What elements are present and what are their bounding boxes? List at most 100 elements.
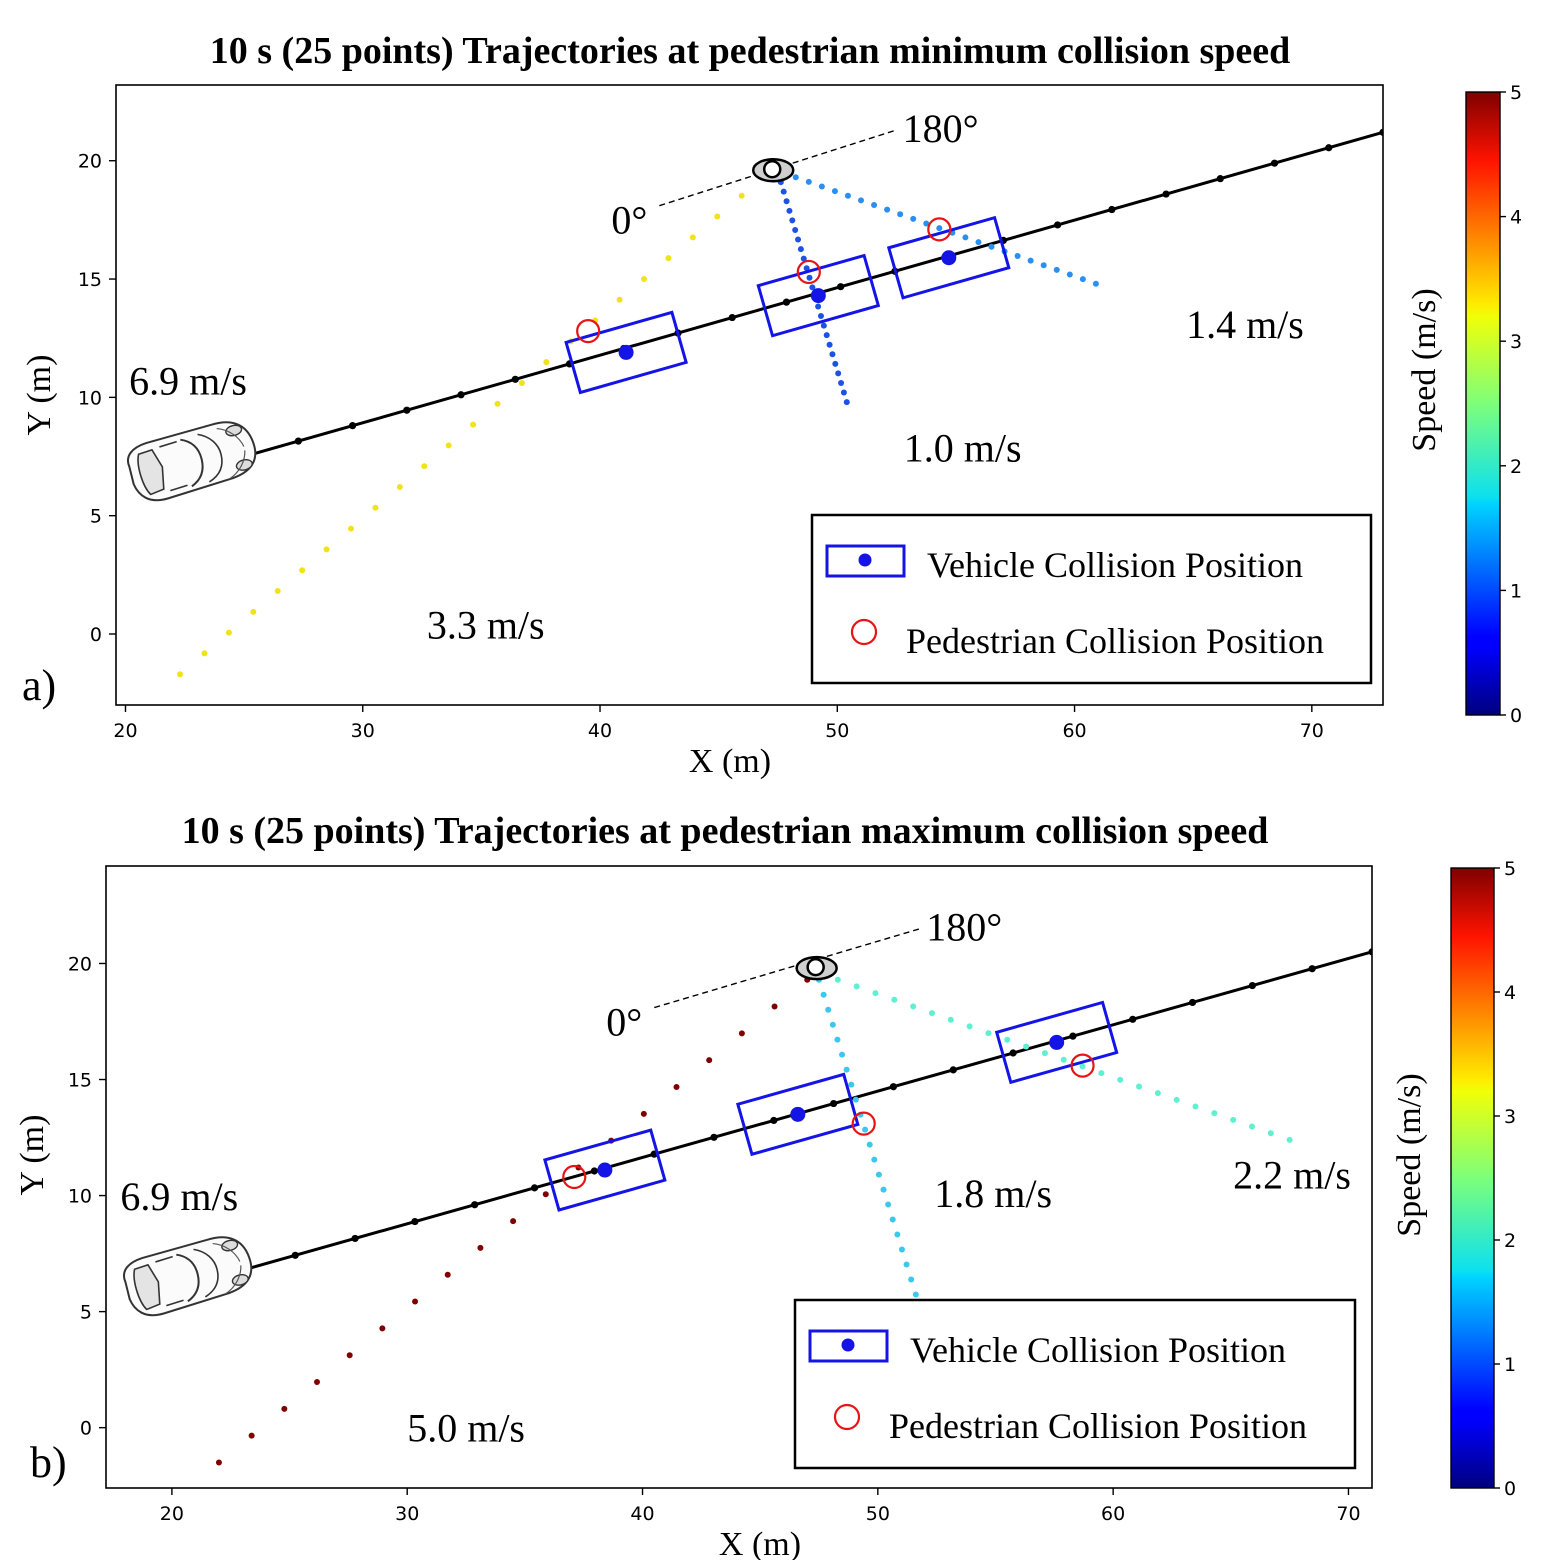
pedestrian-trajectory-point xyxy=(783,198,790,205)
colorbar-tick-label: 4 xyxy=(1504,982,1516,1004)
legend-vehicle-label: Vehicle Collision Position xyxy=(910,1330,1286,1370)
vehicle-point xyxy=(830,1099,838,1108)
x-tick-label: 40 xyxy=(630,1503,654,1525)
pedestrian-trajectory-point xyxy=(1041,1050,1048,1057)
vehicle-point xyxy=(1129,1015,1137,1023)
legend-pedestrian-label: Pedestrian Collision Position xyxy=(889,1406,1307,1446)
colorbar-label: Speed (m/s) xyxy=(1391,1073,1428,1236)
x-axis-label: X (m) xyxy=(689,743,771,780)
pedestrian-trajectory-point xyxy=(818,183,825,190)
vehicle-point xyxy=(1270,159,1279,167)
pedestrian-trajectory-point xyxy=(910,215,917,222)
colorbar-tick-label: 0 xyxy=(1510,705,1522,727)
pedestrian-trajectory-point xyxy=(891,996,898,1003)
pedestrian-trajectory-point xyxy=(1079,1063,1086,1070)
pedestrian-trajectory-point xyxy=(1040,262,1047,269)
pedestrian-trajectory-point xyxy=(928,1010,935,1017)
pedestrian-trajectory-point xyxy=(738,192,745,199)
pedestrian-trajectory-point xyxy=(910,1003,917,1010)
pedestrian-trajectory-point xyxy=(843,399,850,406)
vehicle-point xyxy=(1248,981,1256,990)
y-tick-label: 15 xyxy=(68,1070,92,1092)
vehicle-point xyxy=(1108,205,1116,214)
pedestrian-trajectory-point xyxy=(346,1352,353,1359)
pedestrian-trajectory-point xyxy=(1136,1083,1143,1090)
pedestrian-trajectory-point xyxy=(795,236,802,243)
colorbar-tick-label: 5 xyxy=(1504,858,1516,880)
legend-vehicle-swatch xyxy=(825,544,906,578)
pedestrian-trajectory-point xyxy=(177,671,184,678)
pedestrian-trajectory-point xyxy=(897,211,904,218)
vehicle-point xyxy=(770,1116,778,1125)
pedestrian-trajectory-point xyxy=(1192,1103,1199,1110)
pedestrian-trajectory-point xyxy=(1060,1056,1067,1063)
x-tick-label: 50 xyxy=(866,1503,890,1525)
pedestrian-trajectory-point xyxy=(817,313,824,320)
pedestrian-trajectory-point xyxy=(314,1379,320,1386)
colorbar-tick-label: 0 xyxy=(1504,1478,1516,1500)
pedestrian-trajectory-point xyxy=(797,246,804,253)
pedestrian-trajectory-point xyxy=(1023,1043,1030,1050)
pedestrian-trajectory-point xyxy=(829,351,836,358)
vehicle-point xyxy=(949,1066,957,1074)
pedestrian-trajectory-point xyxy=(862,1126,869,1133)
pedestrian-trajectory-point xyxy=(908,1276,915,1283)
pedestrian-collision-point xyxy=(1070,1053,1095,1078)
x-tick-label: 20 xyxy=(160,1503,184,1525)
pedestrian-trajectory-point xyxy=(689,234,696,241)
pedestrian-trajectory-point xyxy=(866,1141,873,1148)
vehicle-collision-box xyxy=(564,310,688,395)
y-tick-label: 5 xyxy=(90,506,102,528)
pedestrian-trajectory-point xyxy=(803,265,810,272)
pedestrian-trajectory-point xyxy=(1211,1110,1218,1117)
pedestrian-trajectory-point xyxy=(853,983,860,990)
legend-pedestrian-swatch xyxy=(850,618,878,646)
vehicle-point xyxy=(1308,965,1316,973)
pedestrian-speed-label: 1.0 m/s xyxy=(904,425,1022,470)
vehicle-point xyxy=(457,391,465,399)
pedestrian-trajectory-point xyxy=(884,206,891,213)
legend-pedestrian-swatch xyxy=(833,1403,861,1431)
vehicle-point xyxy=(1368,948,1372,956)
vehicle-point xyxy=(1379,128,1383,136)
pedestrian-trajectory-point xyxy=(800,255,807,262)
pedestrian-trajectory-point xyxy=(806,274,813,281)
angle-reference-line xyxy=(654,927,921,1009)
angle-label-0: 0° xyxy=(606,1000,642,1045)
panel-label: b) xyxy=(30,1438,67,1487)
plot-area xyxy=(215,927,1372,1466)
pedestrian-trajectory-point xyxy=(889,1216,896,1223)
x-tick-label: 20 xyxy=(113,720,137,742)
pedestrian-trajectory-point xyxy=(714,213,721,220)
pedestrian-collision-point xyxy=(796,259,821,285)
angle-label-180: 180° xyxy=(903,106,979,151)
pedestrian-trajectory-point xyxy=(844,192,851,199)
pedestrian-trajectory-point xyxy=(1004,1036,1011,1043)
y-tick-label: 0 xyxy=(80,1418,92,1440)
car-icon xyxy=(123,414,263,507)
pedestrian-trajectory-point xyxy=(835,370,842,377)
pedestrian-trajectory-point xyxy=(1053,266,1060,273)
vehicle-point xyxy=(351,1234,359,1243)
vehicle-point xyxy=(710,1133,718,1141)
pedestrian-trajectory-point xyxy=(201,650,208,657)
vehicle-collision-box xyxy=(735,1072,860,1157)
pedestrian-trajectory-point xyxy=(1173,1096,1180,1103)
vehicle-collision-box xyxy=(886,215,1011,300)
pedestrian-trajectory-point xyxy=(894,1231,901,1238)
pedestrian-trajectory-point xyxy=(805,178,812,185)
pedestrian-trajectory-point xyxy=(299,567,306,574)
vehicle-collision-box xyxy=(994,1000,1119,1085)
vehicle-point xyxy=(348,422,357,430)
pedestrian-trajectory-point xyxy=(820,322,827,329)
pedestrian-trajectory-point xyxy=(1014,252,1021,259)
vehicle-point xyxy=(1216,175,1224,183)
pedestrian-trajectory-point xyxy=(820,991,827,998)
y-tick-label: 20 xyxy=(68,953,92,975)
pedestrian-trajectory-point xyxy=(518,379,525,386)
pedestrian-trajectory-point xyxy=(379,1325,386,1332)
pedestrian-trajectory-point xyxy=(445,442,452,449)
pedestrian-trajectory-point xyxy=(852,1096,859,1103)
vehicle-collision-point xyxy=(597,1162,613,1178)
